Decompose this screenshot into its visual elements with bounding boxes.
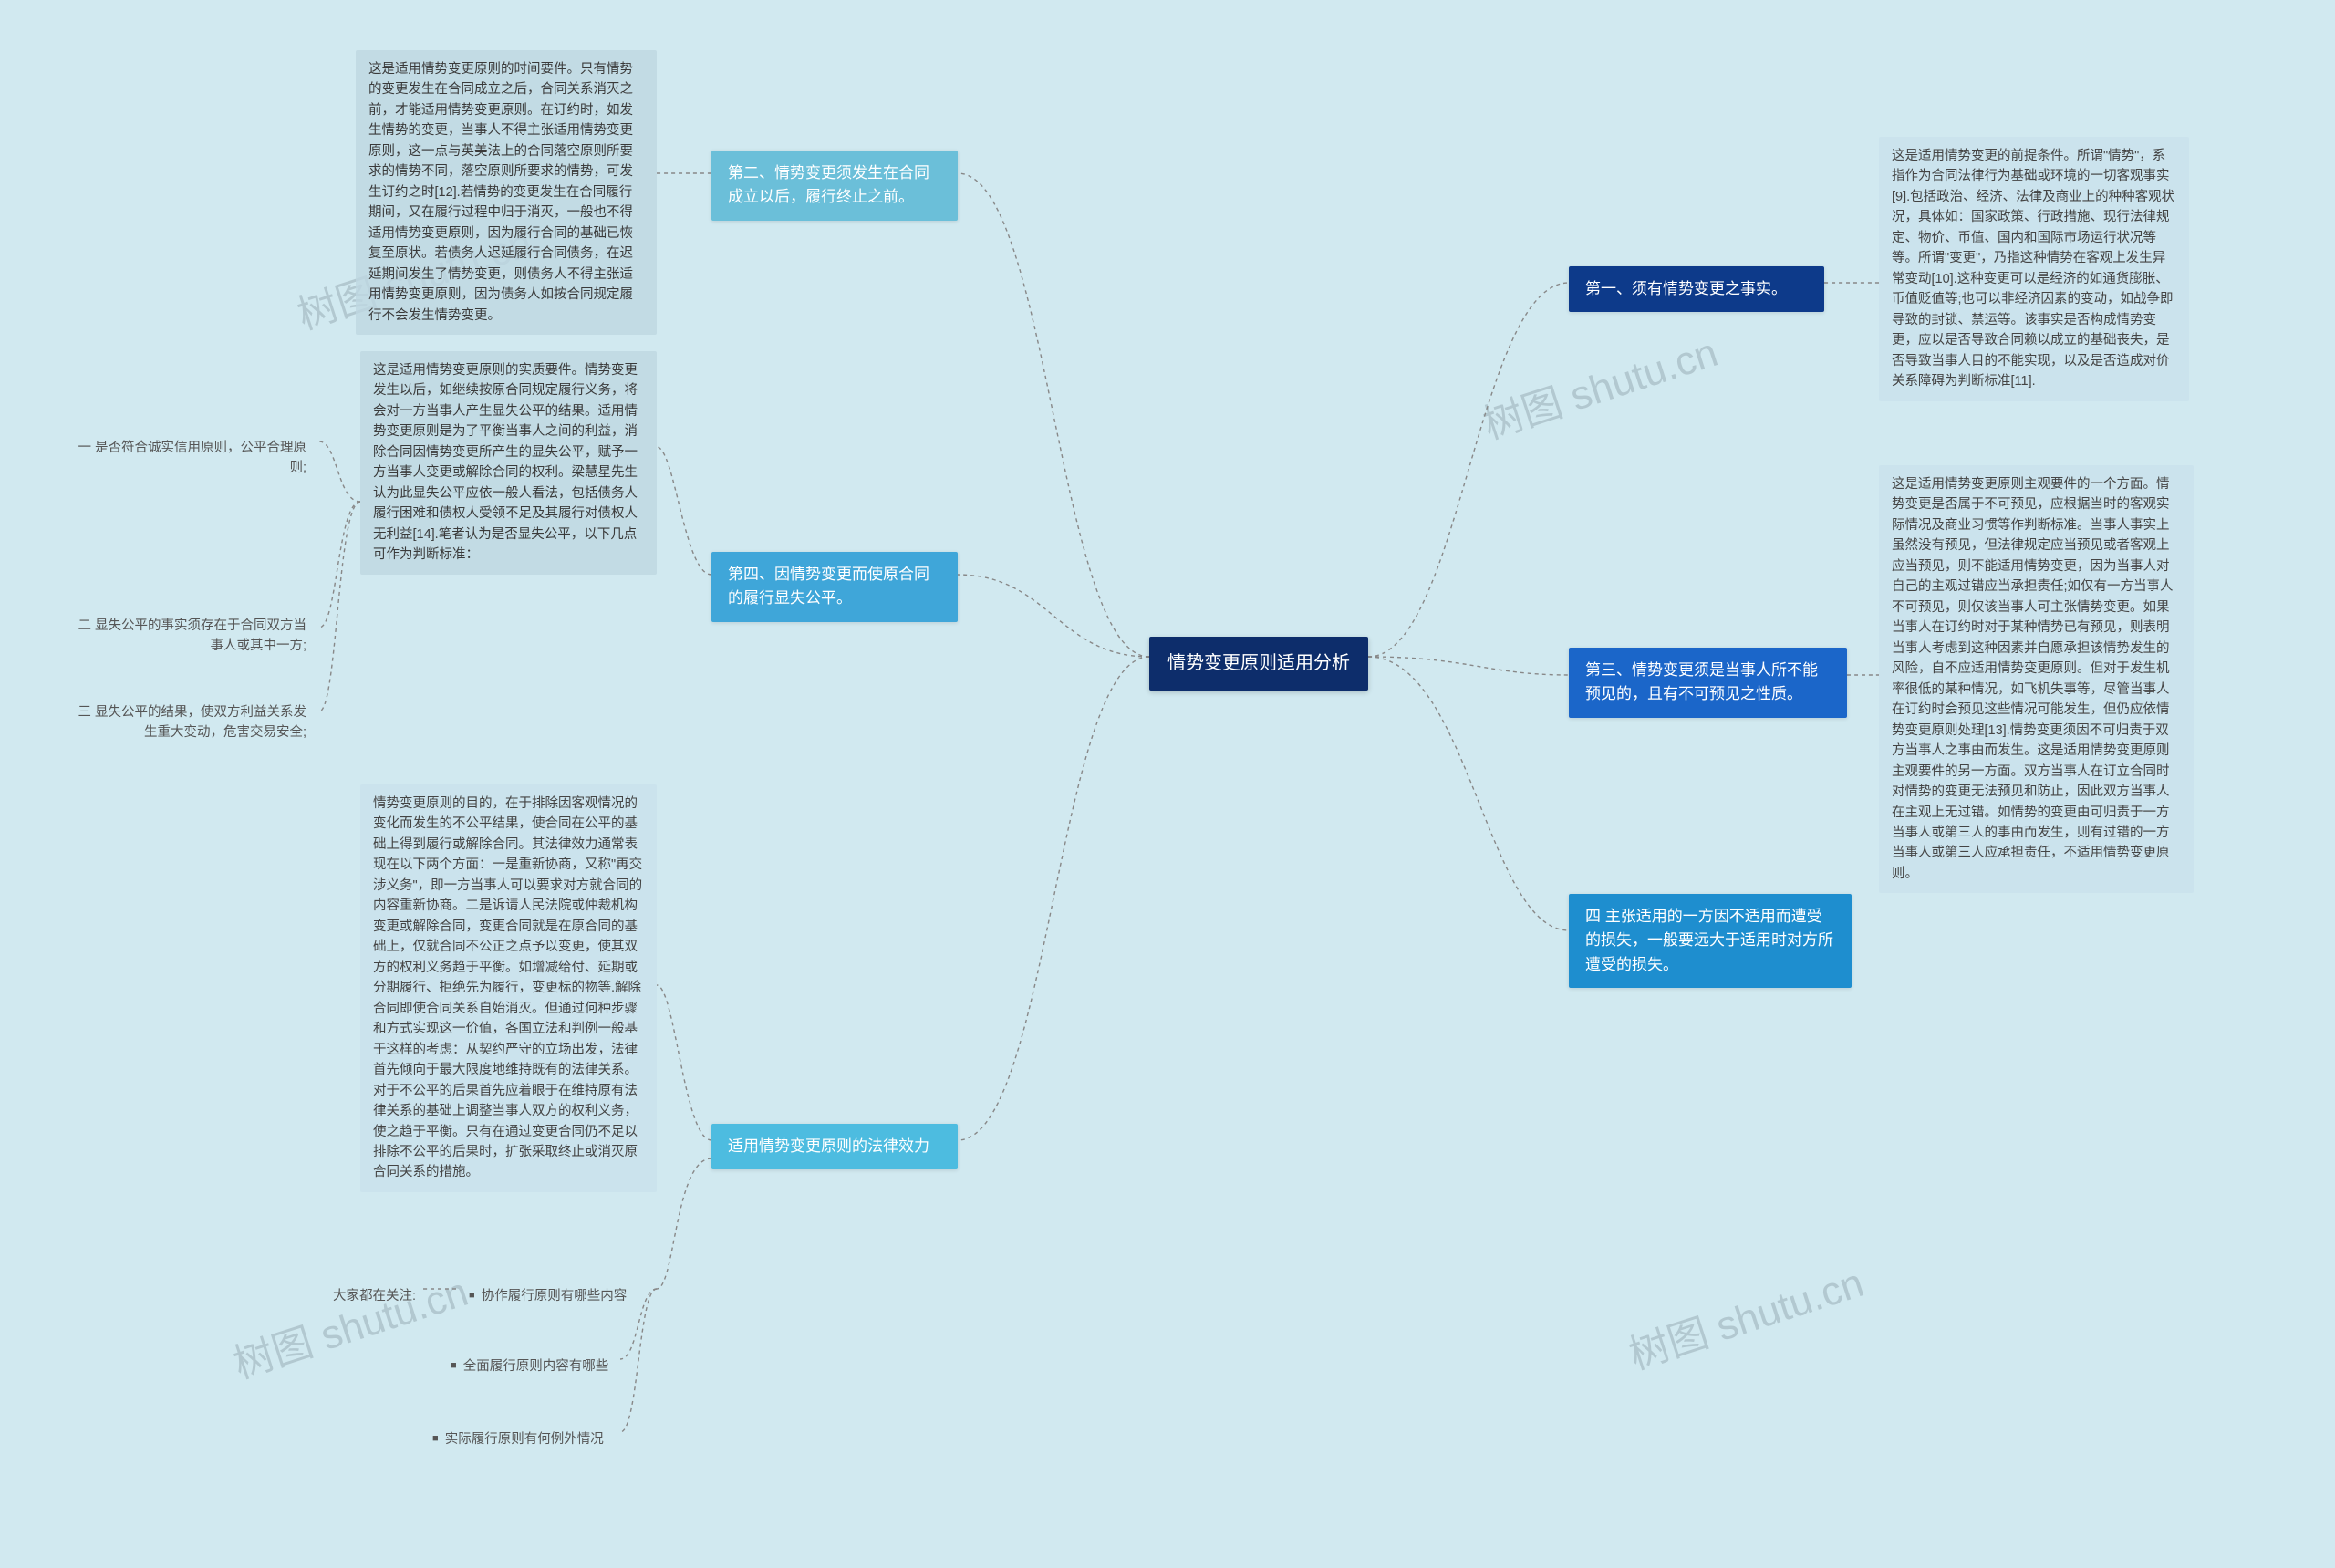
attn-l5-3: 实际履行原则有何例外情况: [420, 1420, 617, 1459]
branch-r4: 四 主张适用的一方因不适用而遭受的损失，一般要远大于适用时对方所遭受的损失。: [1569, 894, 1852, 988]
branch-r1: 第一、须有情势变更之事实。: [1569, 266, 1824, 312]
branch-r3: 第三、情势变更须是当事人所不能预见的，且有不可预见之性质。: [1569, 648, 1847, 718]
desc-l2: 这是适用情势变更原则的时间要件。只有情势的变更发生在合同成立之后，合同关系消灭之…: [356, 50, 657, 335]
attn-l5-1: 协作履行原则有哪些内容: [456, 1277, 639, 1315]
desc-l4: 这是适用情势变更原则的实质要件。情势变更发生以后，如继续按原合同规定履行义务，将…: [360, 351, 657, 575]
desc-r1: 这是适用情势变更的前提条件。所谓"情势"，系指作为合同法律行为基础或环境的一切客…: [1879, 137, 2189, 401]
attn-label: 大家都在关注:: [310, 1277, 429, 1315]
desc-l5: 情势变更原则的目的，在于排除因客观情况的变化而发生的不公平结果，使合同在公平的基…: [360, 784, 657, 1192]
branch-l2: 第二、情势变更须发生在合同成立以后，履行终止之前。: [711, 151, 958, 221]
sub-l4-1: 一 是否符合诚实信用原则，公平合理原则;: [55, 429, 319, 488]
sub-l4-2: 二 显失公平的事实须存在于合同双方当事人或其中一方;: [55, 607, 319, 666]
branch-l5: 适用情势变更原则的法律效力: [711, 1124, 958, 1169]
desc-r3: 这是适用情势变更原则主观要件的一个方面。情势变更是否属于不可预见，应根据当时的客…: [1879, 465, 2194, 893]
watermark: 树图 shutu.cn: [1475, 319, 1724, 450]
branch-l4: 第四、因情势变更而使原合同的履行显失公平。: [711, 552, 958, 622]
watermark: 树图 shutu.cn: [1621, 1250, 1870, 1380]
attn-l5-2: 全面履行原则内容有哪些: [438, 1347, 621, 1386]
sub-l4-3: 三 显失公平的结果，使双方利益关系发生重大变动，危害交易安全;: [55, 693, 319, 753]
center-node: 情势变更原则适用分析: [1149, 637, 1368, 691]
